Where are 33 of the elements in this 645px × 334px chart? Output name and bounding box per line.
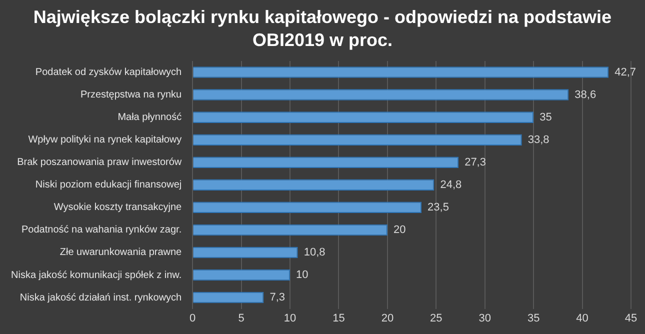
data-label: 35 (540, 111, 552, 124)
x-tick-label: 20 (381, 312, 394, 324)
data-label: 42,7 (614, 66, 636, 78)
data-label: 33,8 (528, 134, 550, 146)
data-label: 20 (393, 224, 406, 236)
x-tick-label: 45 (624, 312, 638, 324)
x-tick-label: 25 (430, 312, 442, 324)
y-tick-label: Wysokie koszty transakcyjne (54, 202, 182, 214)
y-tick-label: Mała płynność (118, 112, 182, 124)
x-tick-label: 30 (478, 312, 491, 324)
data-label: 24,8 (440, 178, 462, 191)
data-label: 23,5 (428, 201, 449, 214)
data-label: 10,8 (304, 246, 326, 259)
x-tick-label: 0 (190, 312, 196, 324)
y-tick-label: Podatność na wahania rynków zagr. (22, 224, 182, 236)
y-tick-label: Niska jakość działań inst. rynkowych (20, 292, 182, 304)
data-label: 38,6 (574, 88, 596, 101)
data-label: 7,3 (270, 292, 286, 304)
y-tick-label: Brak poszanowania praw inwestorów (17, 157, 182, 168)
chart-title: Największe bolączki rynku kapitałowego - odpowiedzi na podstawie OBI2019 w proc. (32, 6, 613, 52)
y-tick-label: Złe uwarunkowania prawne (60, 247, 182, 258)
x-tick-label: 35 (527, 312, 540, 324)
y-tick-label: Niski poziom edukacji finansowej (35, 180, 182, 191)
x-tick-label: 5 (238, 312, 244, 324)
y-tick-label: Przestępstwa na rynku (80, 90, 182, 101)
x-tick-label: 15 (332, 312, 345, 324)
data-label: 10 (296, 269, 308, 282)
data-label: 27,3 (464, 156, 486, 168)
y-tick-label: Podatek od zysków kapitałowych (35, 67, 182, 78)
x-tick-label: 10 (284, 312, 296, 324)
y-tick-label: Niska jakość komunikacji spółek z inw. (10, 270, 182, 281)
x-tick-label: 40 (576, 312, 588, 324)
y-tick-label: Wpływ polityki na rynek kapitałowy (28, 134, 182, 146)
